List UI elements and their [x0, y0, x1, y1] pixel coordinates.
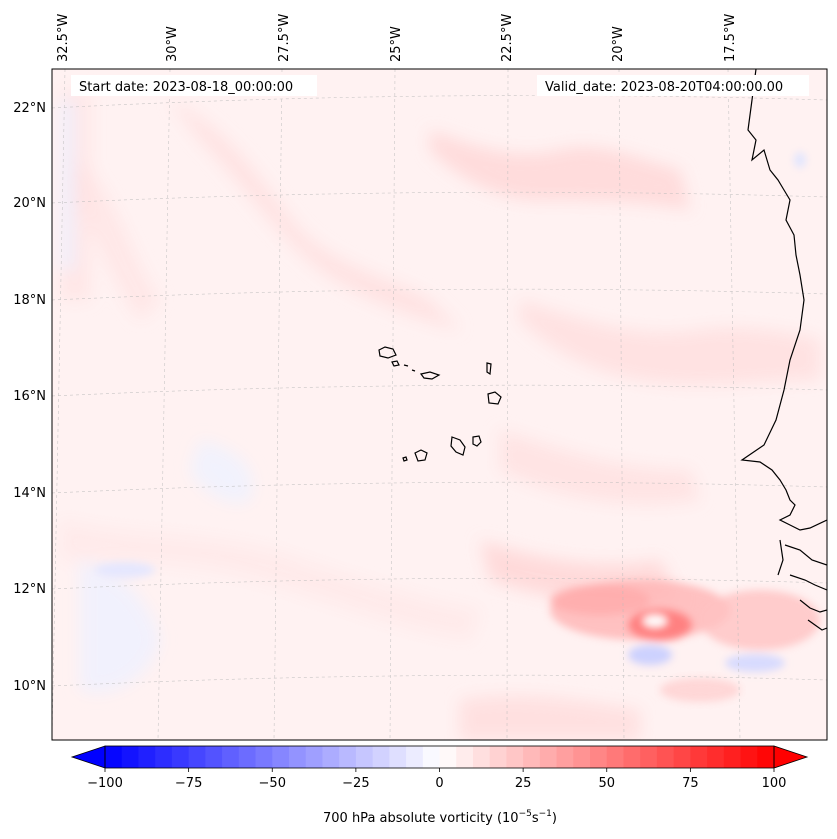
- colorbar-segment: [606, 746, 624, 768]
- lon-label-27-5w: 27.5°W: [277, 14, 292, 62]
- colorbar-tick-label: 25: [515, 776, 532, 791]
- start-date-box: [71, 75, 317, 96]
- colorbar-segment: [740, 746, 758, 768]
- colorbar-segment: [171, 746, 190, 768]
- lon-label-25w: 25°W: [389, 26, 404, 62]
- colorbar-segment: [656, 746, 675, 768]
- colorbar-segment: [272, 746, 290, 768]
- colorbar-tick-label: 75: [682, 776, 699, 791]
- colorbar-segment: [238, 746, 257, 768]
- colorbar-segment: [673, 746, 691, 768]
- colorbar-tick-label: −100: [87, 776, 123, 791]
- latitude-labels: 22°N 20°N 18°N 16°N 14°N 12°N 10°N: [13, 101, 46, 694]
- colorbar-tick-label: 50: [598, 776, 615, 791]
- colorbar-segment: [121, 746, 139, 768]
- colorbar-segment: [623, 746, 641, 768]
- colorbar-tick-label: −50: [259, 776, 286, 791]
- colorbar-segment: [539, 746, 558, 768]
- colorbar-segment: [523, 746, 541, 768]
- colorbar-label: 700 hPa absolute vorticity (10−5s−1): [323, 809, 557, 826]
- lat-label-12n: 12°N: [13, 582, 46, 597]
- lon-label-22-5w: 22.5°W: [500, 14, 515, 62]
- lat-label-16n: 16°N: [13, 389, 46, 404]
- colorbar-segment: [188, 746, 206, 768]
- lon-label-17-5w: 17.5°W: [723, 14, 738, 62]
- colorbar-tick-label: 100: [762, 776, 787, 791]
- colorbar-segment: [640, 746, 658, 768]
- colorbar-min-extension: [70, 745, 106, 769]
- lon-label-30w: 30°W: [165, 26, 180, 62]
- colorbar-segment: [389, 746, 407, 768]
- start-date-text: Start date: 2023-08-18_00:00:00: [79, 80, 293, 95]
- colorbar-segment: [757, 746, 775, 768]
- colorbar-segment: [305, 746, 323, 768]
- colorbar-segment: [288, 746, 307, 768]
- graticule: [52, 69, 827, 740]
- lat-label-18n: 18°N: [13, 293, 46, 308]
- colorbar-segment: [155, 746, 173, 768]
- map-background: [52, 69, 827, 740]
- longitude-labels: 32.5°W 30°W 27.5°W 25°W 22.5°W 20°W 17.5…: [56, 14, 738, 62]
- colorbar-segment: [406, 746, 424, 768]
- colorbar-segment: [255, 746, 273, 768]
- colorbar-segment: [472, 746, 491, 768]
- colorbar-tick-label: −25: [342, 776, 369, 791]
- colorbar-segment: [205, 746, 223, 768]
- colorbar-segment: [707, 746, 725, 768]
- colorbar-ticks: −100 −75 −50 −25 0 25 50 75 100: [87, 768, 786, 791]
- colorbar-segment: [573, 746, 591, 768]
- lon-label-32-5w: 32.5°W: [56, 14, 71, 62]
- colorbar-segment: [456, 746, 474, 768]
- colorbar-segment: [556, 746, 574, 768]
- colorbar-segment: [222, 746, 240, 768]
- colorbar-tick-label: −75: [175, 776, 202, 791]
- lat-label-10n: 10°N: [13, 679, 46, 694]
- valid-date-text: Valid_date: 2023-08-20T04:00:00.00: [545, 80, 783, 95]
- cape-verde-islands: [378, 346, 502, 462]
- lat-label-20n: 20°N: [13, 196, 46, 211]
- colorbar-segment: [489, 746, 507, 768]
- lat-label-22n: 22°N: [13, 101, 46, 116]
- lat-label-14n: 14°N: [13, 486, 46, 501]
- colorbar-segment: [506, 746, 524, 768]
- coastline-africa: [740, 69, 827, 631]
- vorticity-maxima: [95, 152, 820, 702]
- colorbar-segment: [590, 746, 608, 768]
- colorbar-segment: [105, 746, 123, 768]
- map-panel: [52, 69, 827, 740]
- colorbar: −100 −75 −50 −25 0 25 50 75 100 700 hPa absolute…: [70, 745, 809, 826]
- valid-date-box: [537, 75, 809, 96]
- lon-label-20w: 20°W: [611, 26, 626, 62]
- colorbar-segment: [372, 746, 390, 768]
- colorbar-segment: [690, 746, 708, 768]
- colorbar-segment: [322, 746, 340, 768]
- colorbar-segment: [355, 746, 374, 768]
- colorbar-segment: [339, 746, 357, 768]
- map-frame: [51, 68, 828, 741]
- colorbar-tick-label: 0: [435, 776, 443, 791]
- colorbar-max-extension: [773, 745, 809, 769]
- colorbar-segments: [105, 746, 775, 768]
- colorbar-segment: [723, 746, 742, 768]
- colorbar-segment: [422, 746, 441, 768]
- colorbar-segment: [439, 746, 457, 768]
- colorbar-segment: [138, 746, 156, 768]
